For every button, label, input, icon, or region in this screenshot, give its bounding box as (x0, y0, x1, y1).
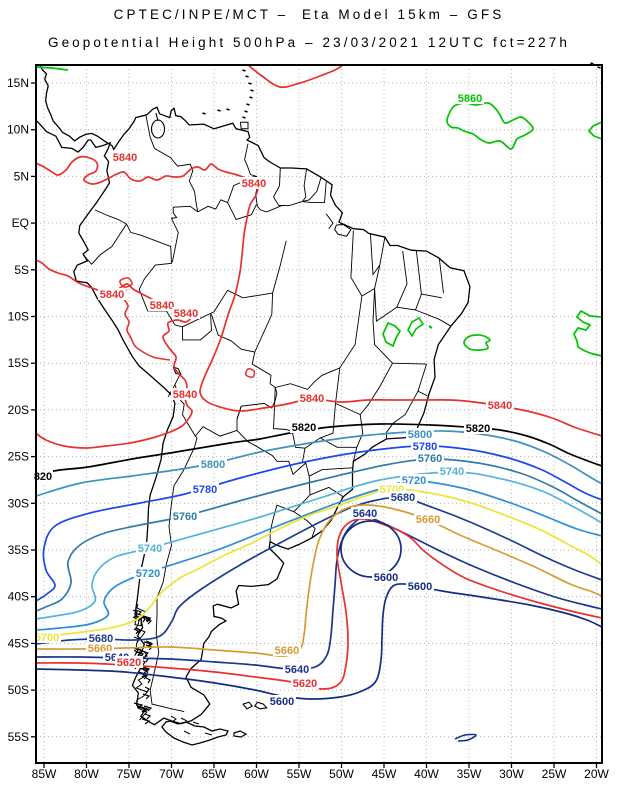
svg-text:50W: 50W (329, 767, 354, 781)
svg-text:5840: 5840 (173, 389, 197, 401)
svg-text:30S: 30S (8, 496, 29, 510)
svg-text:5760: 5760 (173, 511, 197, 523)
svg-text:25W: 25W (542, 767, 567, 781)
svg-text:5840: 5840 (242, 178, 266, 190)
svg-text:5620: 5620 (117, 657, 141, 669)
svg-text:40W: 40W (414, 767, 439, 781)
svg-text:5860: 5860 (458, 93, 482, 105)
svg-text:5640: 5640 (285, 664, 309, 676)
svg-text:EQ: EQ (12, 216, 29, 230)
svg-text:35S: 35S (8, 543, 29, 557)
svg-text:5600: 5600 (374, 572, 398, 584)
svg-text:5800: 5800 (408, 429, 432, 441)
svg-text:5660: 5660 (275, 645, 299, 657)
svg-text:5720: 5720 (402, 475, 426, 487)
svg-text:55W: 55W (287, 767, 312, 781)
svg-text:5600: 5600 (408, 581, 432, 593)
svg-text:80W: 80W (74, 767, 99, 781)
svg-text:65W: 65W (202, 767, 227, 781)
svg-text:5660: 5660 (416, 514, 440, 526)
svg-text:85W: 85W (32, 767, 57, 781)
svg-text:5840: 5840 (174, 308, 198, 320)
svg-text:5840: 5840 (113, 152, 137, 164)
svg-text:55S: 55S (8, 730, 29, 744)
svg-text:5780: 5780 (413, 441, 437, 453)
svg-text:20S: 20S (8, 403, 29, 417)
svg-text:5740: 5740 (440, 466, 464, 478)
svg-text:45W: 45W (372, 767, 397, 781)
svg-text:5N: 5N (14, 169, 29, 183)
svg-text:5640: 5640 (353, 508, 377, 520)
svg-text:5820: 5820 (292, 422, 316, 434)
svg-text:15S: 15S (8, 356, 29, 370)
svg-text:5840: 5840 (100, 289, 124, 301)
svg-text:5680: 5680 (391, 492, 415, 504)
svg-text:5800: 5800 (201, 459, 225, 471)
svg-text:5700: 5700 (35, 632, 59, 644)
svg-text:35W: 35W (457, 767, 482, 781)
svg-text:5780: 5780 (193, 484, 217, 496)
svg-text:20W: 20W (584, 767, 609, 781)
svg-text:5S: 5S (14, 263, 29, 277)
svg-text:5840: 5840 (488, 400, 512, 412)
svg-text:45S: 45S (8, 636, 29, 650)
svg-text:60W: 60W (244, 767, 269, 781)
svg-text:50S: 50S (8, 683, 29, 697)
svg-text:5600: 5600 (270, 696, 294, 708)
svg-text:5740: 5740 (138, 543, 162, 555)
svg-text:5760: 5760 (418, 453, 442, 465)
svg-text:5720: 5720 (136, 568, 160, 580)
svg-text:75W: 75W (117, 767, 142, 781)
svg-text:30W: 30W (499, 767, 524, 781)
svg-text:40S: 40S (8, 590, 29, 604)
svg-text:5620: 5620 (293, 678, 317, 690)
svg-text:70W: 70W (159, 767, 184, 781)
svg-text:5820: 5820 (466, 423, 490, 435)
svg-text:10N: 10N (7, 123, 29, 137)
svg-text:820: 820 (34, 471, 52, 483)
svg-text:15N: 15N (7, 76, 29, 90)
svg-text:10S: 10S (8, 310, 29, 324)
svg-text:25S: 25S (8, 450, 29, 464)
svg-text:5840: 5840 (150, 300, 174, 312)
svg-text:5840: 5840 (300, 393, 324, 405)
